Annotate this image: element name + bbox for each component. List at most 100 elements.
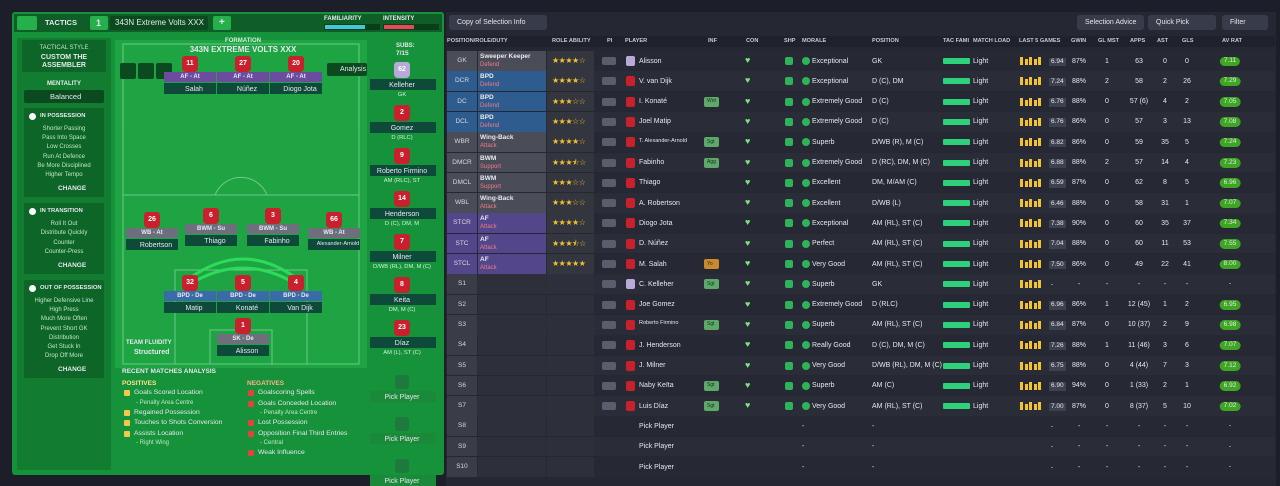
role-dropdown[interactable]: [538, 199, 544, 207]
position-cell: [447, 233, 477, 254]
change-button[interactable]: CHANGE: [58, 366, 87, 374]
morale-icon: [802, 158, 810, 167]
role-dropdown[interactable]: [538, 77, 544, 85]
role-cell: [478, 172, 546, 193]
inf-label: Sgt: [707, 138, 715, 145]
role-cell: [478, 355, 546, 376]
goals: 6: [1185, 341, 1189, 349]
role-dropdown[interactable]: [538, 260, 544, 268]
role-cell: [478, 396, 546, 416]
role-cell: [478, 416, 546, 437]
column-header: GLS: [1182, 38, 1194, 44]
last-five-bar: [1029, 320, 1032, 329]
position-cell: [447, 172, 477, 193]
role-dropdown[interactable]: [538, 118, 544, 126]
player-role: BPD - De: [230, 293, 256, 299]
player-name: T. Alexander-Arnold: [639, 137, 687, 144]
sharpness-icon: [785, 280, 793, 289]
filter[interactable]: [1222, 15, 1268, 30]
add-tactic[interactable]: [213, 16, 231, 30]
ability-cell: [547, 132, 594, 152]
sharpness-icon: [785, 178, 793, 187]
average-rating: 7.07: [1219, 340, 1241, 351]
shirt: 32: [182, 275, 198, 291]
match-load: Light: [973, 77, 989, 85]
last-five-bar: [1038, 320, 1041, 329]
slot-badge: [90, 16, 108, 30]
sharpness-icon: [785, 77, 793, 86]
rating: 6.94: [1049, 57, 1066, 66]
tactical-familiarity: [943, 261, 970, 267]
last-five-bar: [1029, 280, 1032, 289]
last-five-bar: [1024, 119, 1028, 126]
last-five-bar: [1029, 97, 1032, 106]
last-five-bar: [1033, 119, 1037, 126]
inf-label: Yo: [707, 260, 713, 267]
match-load: Light: [973, 382, 989, 390]
gwin: -: [1077, 280, 1081, 288]
duty: Attack: [480, 204, 497, 211]
assists: -: [1163, 422, 1167, 430]
rating: 6.88: [1049, 159, 1066, 168]
shirt: 8: [394, 277, 410, 293]
pi-icon: [602, 138, 616, 147]
role-dropdown[interactable]: [538, 57, 544, 65]
games-missed: 0: [1105, 240, 1109, 248]
view-select[interactable]: [449, 15, 547, 30]
table-row: [447, 355, 1275, 376]
assists: 35: [1161, 219, 1169, 227]
role-dropdown[interactable]: [538, 219, 544, 227]
goals: 0: [1185, 57, 1189, 65]
shirt: 7: [394, 234, 410, 250]
role-cell: [478, 274, 546, 294]
instruction: Be More Disciplined: [37, 162, 91, 169]
change-button[interactable]: CHANGE: [58, 262, 87, 269]
match-load: Light: [973, 138, 989, 146]
back-button[interactable]: [17, 16, 37, 30]
role-dropdown[interactable]: [538, 138, 544, 146]
mentality-select[interactable]: [24, 90, 104, 103]
analysis-icon: [124, 409, 130, 416]
last-five-bar: [1038, 361, 1041, 370]
sub-name: Milner: [392, 253, 412, 261]
analysis-label: Analysis: [340, 66, 367, 73]
instruction-box: [24, 203, 104, 274]
role-ability: ★★★★☆: [552, 137, 586, 147]
morale: Excellent: [812, 179, 841, 187]
morale-icon: [802, 219, 810, 228]
morale: Very Good: [812, 260, 846, 268]
role-ability: ★★★★★: [552, 259, 586, 268]
duty: Support: [480, 163, 502, 170]
appearances: 59: [1135, 138, 1143, 146]
tactical-familiarity: [943, 403, 970, 410]
assists: 3: [1163, 341, 1167, 349]
role-cell: [478, 132, 546, 152]
gwin: 88%: [1071, 240, 1087, 248]
shirt-icon: [626, 360, 635, 371]
selection-advice[interactable]: [1077, 15, 1144, 30]
analysis-icon: [124, 390, 130, 396]
sharpness-icon: [785, 402, 793, 411]
role-ability: ★★★★☆: [552, 218, 586, 228]
column-header: AST: [1157, 38, 1169, 44]
inf-badge: [704, 319, 719, 330]
goals: -: [1185, 280, 1189, 288]
change-button[interactable]: CHANGE: [58, 185, 87, 193]
average-rating: 7.08: [1219, 117, 1241, 127]
morale: Superb: [812, 382, 835, 390]
role-dropdown[interactable]: [538, 179, 544, 187]
role-dropdown[interactable]: [538, 98, 544, 106]
shirt-icon: [626, 96, 635, 107]
position: D (C), DM, M (C): [872, 341, 925, 349]
analysis-icon: [248, 450, 254, 456]
assists: 2: [1163, 321, 1167, 329]
morale-icon: [802, 260, 810, 268]
average-rating: -: [1228, 442, 1232, 450]
sharpness-icon: [785, 381, 793, 390]
analysis-button[interactable]: [327, 63, 367, 76]
role-dropdown[interactable]: [538, 159, 544, 167]
quick-pick[interactable]: [1148, 15, 1216, 30]
position: GK: [872, 57, 883, 65]
role-cell: [478, 254, 546, 274]
role-dropdown[interactable]: [538, 240, 544, 248]
